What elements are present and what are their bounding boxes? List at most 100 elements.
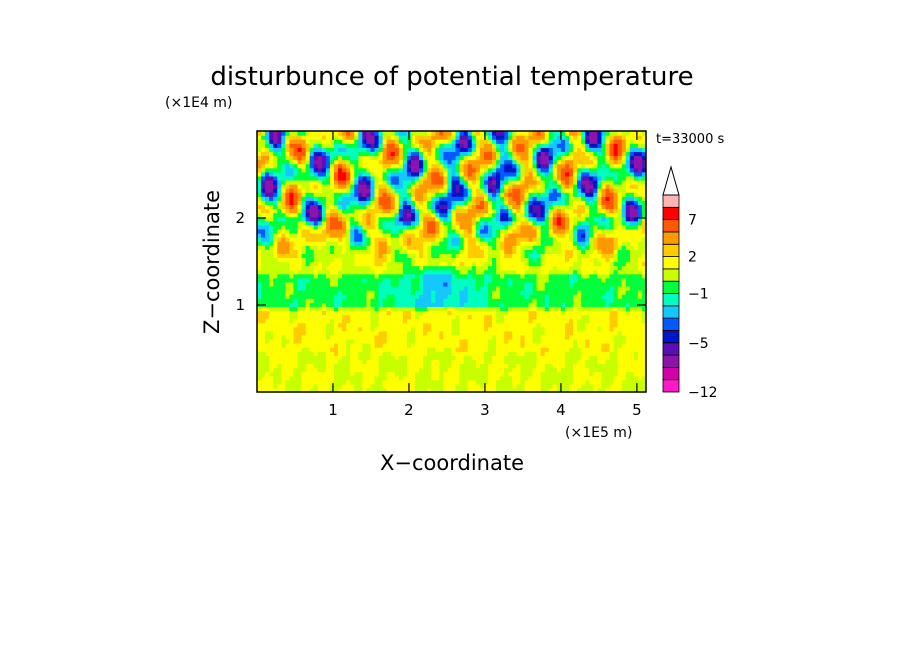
- heatmap-cell: [585, 306, 590, 312]
- heatmap-cell: [492, 192, 497, 197]
- heatmap-cell: [471, 220, 477, 226]
- heatmap-cell: [265, 175, 270, 181]
- heatmap-cell: [613, 306, 619, 312]
- heatmap-cell: [597, 281, 603, 287]
- heatmap-cell: [504, 290, 509, 295]
- heatmap-cell: [617, 232, 623, 238]
- heatmap-cell: [475, 208, 481, 214]
- heatmap-cell: [269, 192, 274, 197]
- heatmap-cell: [573, 351, 578, 356]
- heatmap-cell: [342, 347, 347, 352]
- heatmap-cell: [463, 359, 469, 365]
- heatmap-cell: [313, 188, 319, 193]
- heatmap-cell: [362, 306, 367, 312]
- heatmap-cell: [585, 355, 590, 360]
- heatmap-cell: [443, 302, 449, 307]
- heatmap-cell: [504, 367, 509, 373]
- heatmap-cell: [564, 179, 570, 185]
- heatmap-cell: [577, 277, 582, 283]
- heatmap-cell: [479, 277, 485, 283]
- heatmap-cell: [455, 379, 461, 385]
- heatmap-cell: [540, 314, 546, 320]
- heatmap-cell: [609, 253, 615, 259]
- heatmap-cell: [390, 306, 396, 312]
- heatmap-cell: [406, 245, 412, 250]
- heatmap-cell: [277, 192, 282, 197]
- heatmap-cell: [621, 355, 627, 360]
- heatmap-cell: [544, 387, 550, 392]
- heatmap-cell: [483, 216, 489, 222]
- heatmap-cell: [455, 306, 461, 312]
- heatmap-cell: [471, 310, 477, 316]
- heatmap-cell: [354, 269, 359, 275]
- heatmap-cell: [487, 383, 493, 389]
- heatmap-cell: [293, 232, 299, 238]
- heatmap-cell: [350, 306, 355, 312]
- heatmap-cell: [277, 310, 282, 316]
- heatmap-cell: [301, 326, 307, 332]
- heatmap-cell: [512, 224, 517, 230]
- heatmap-cell: [504, 285, 509, 291]
- heatmap-cell: [520, 334, 526, 340]
- heatmap-cell: [285, 277, 291, 283]
- heatmap-cell: [512, 228, 517, 234]
- heatmap-cell: [496, 179, 501, 185]
- heatmap-cell: [487, 249, 493, 254]
- heatmap-cell: [297, 281, 303, 287]
- heatmap-cell: [277, 298, 282, 303]
- heatmap-cell: [593, 290, 598, 295]
- heatmap-cell: [321, 237, 327, 242]
- heatmap-cell: [305, 261, 311, 267]
- heatmap-cell: [483, 343, 489, 348]
- heatmap-cell: [475, 179, 481, 185]
- heatmap-cell: [317, 257, 323, 263]
- heatmap-cell: [439, 351, 444, 356]
- heatmap-cell: [443, 204, 449, 210]
- heatmap-cell: [447, 224, 453, 230]
- heatmap-cell: [370, 290, 376, 295]
- heatmap-cell: [617, 285, 623, 291]
- heatmap-cell: [605, 196, 611, 201]
- heatmap-cell: [439, 179, 444, 185]
- heatmap-cell: [427, 237, 432, 242]
- heatmap-cell: [415, 322, 420, 328]
- heatmap-cell: [500, 261, 505, 267]
- heatmap-cell: [475, 330, 481, 336]
- heatmap-cell: [277, 281, 282, 287]
- heatmap-cell: [528, 208, 534, 214]
- heatmap-cell: [358, 371, 363, 377]
- heatmap-cell: [641, 281, 646, 287]
- heatmap-cell: [269, 285, 274, 291]
- heatmap-cell: [329, 330, 335, 336]
- heatmap-cell: [528, 298, 534, 303]
- heatmap-cell: [350, 232, 355, 238]
- heatmap-cell: [585, 237, 590, 242]
- heatmap-cell: [386, 237, 392, 242]
- heatmap-cell: [289, 249, 295, 254]
- heatmap-cell: [257, 285, 262, 291]
- heatmap-cell: [483, 318, 489, 324]
- heatmap-cell: [317, 249, 323, 254]
- heatmap-cell: [338, 379, 343, 385]
- heatmap-cell: [257, 314, 262, 320]
- heatmap-cell: [297, 326, 303, 332]
- heatmap-cell: [573, 208, 578, 214]
- heatmap-cell: [629, 212, 635, 218]
- heatmap-cell: [423, 228, 428, 234]
- heatmap-cell: [382, 253, 388, 259]
- heatmap-cell: [427, 253, 432, 259]
- heatmap-cell: [625, 212, 631, 218]
- heatmap-cell: [378, 330, 384, 336]
- heatmap-cell: [358, 237, 363, 242]
- heatmap-cell: [564, 290, 570, 295]
- heatmap-cell: [398, 285, 404, 291]
- heatmap-cell: [508, 241, 513, 246]
- heatmap-cell: [500, 200, 505, 206]
- heatmap-cell: [637, 363, 643, 369]
- heatmap-cell: [605, 359, 611, 365]
- heatmap-cell: [577, 281, 582, 287]
- heatmap-cell: [532, 273, 538, 279]
- heatmap-cell: [431, 257, 436, 263]
- heatmap-cell: [524, 355, 530, 360]
- heatmap-cell: [581, 220, 586, 226]
